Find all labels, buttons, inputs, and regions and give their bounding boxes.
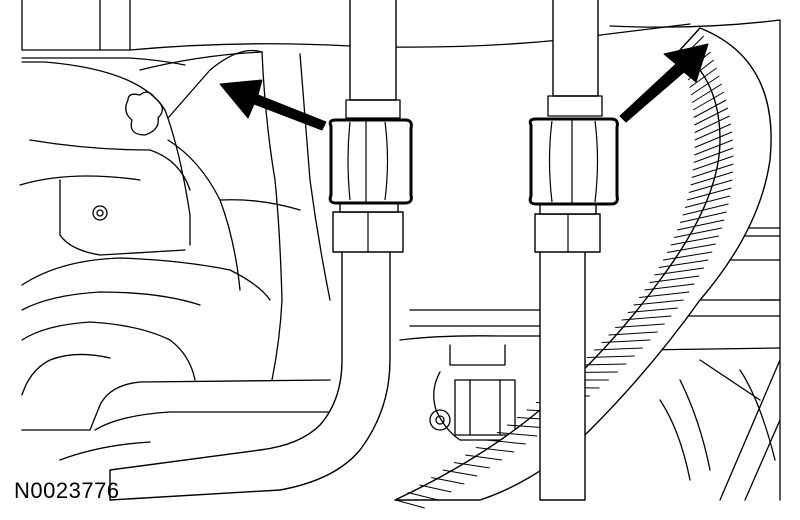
- figure-id-label: N0023776: [14, 478, 120, 503]
- harness-rib: [496, 432, 538, 437]
- harness-rib: [442, 469, 478, 477]
- harness-rib: [679, 27, 701, 51]
- harness-rib: [679, 211, 727, 223]
- harness-rib: [691, 83, 723, 103]
- harness-rib: [692, 155, 734, 171]
- harness-rib: [670, 235, 719, 246]
- harness-rib: [578, 363, 627, 366]
- harness-rib: [690, 75, 720, 96]
- harness-rib: [608, 331, 658, 336]
- callout-arrows: [219, 43, 709, 131]
- harness-rib: [615, 323, 665, 328]
- harness-rib: [633, 299, 684, 306]
- harness-rib: [453, 462, 490, 469]
- left-fluid-line: [109, 0, 413, 501]
- harness-rib: [690, 171, 734, 186]
- harness-rib: [649, 275, 700, 283]
- harness-rib: [486, 439, 526, 445]
- harness-rib: [694, 107, 729, 126]
- harness-rib: [684, 195, 731, 208]
- left-tube-nut: [328, 118, 413, 205]
- harness-rib: [693, 147, 734, 163]
- harness-rib: [677, 219, 725, 231]
- harness-rib: [691, 163, 734, 178]
- harness-rib: [644, 283, 695, 291]
- harness-rib: [407, 492, 439, 501]
- harness-rib: [594, 347, 643, 351]
- lower-bracket-bolt: [429, 344, 516, 441]
- harness-rib: [686, 187, 732, 201]
- harness-rib: [688, 179, 733, 193]
- harness-rib: [693, 99, 727, 118]
- harness-rib: [694, 139, 733, 156]
- harness-rib: [674, 227, 722, 238]
- harness-rib: [395, 499, 425, 509]
- harness-rib: [654, 267, 705, 276]
- right-fluid-line: [528, 0, 619, 501]
- harness-rib: [465, 454, 503, 461]
- harness-rib: [682, 203, 729, 216]
- harness-rib: [666, 243, 716, 253]
- harness-rib: [694, 115, 730, 133]
- harness-rib: [586, 355, 635, 358]
- harness-rib: [694, 131, 733, 148]
- harness-rib: [621, 315, 672, 321]
- harness-rib: [694, 123, 732, 141]
- harness-rib: [689, 67, 717, 88]
- harness-rib: [475, 447, 515, 453]
- harness-rib: [431, 477, 465, 485]
- harness-rib: [663, 251, 713, 261]
- harness-rib: [692, 91, 725, 111]
- harness-rib: [601, 339, 651, 343]
- right-tube-nut: [528, 117, 619, 206]
- harness-rib: [627, 307, 678, 313]
- left-callout-arrow: [219, 79, 327, 131]
- harness-rib: [658, 259, 709, 268]
- right-callout-arrow: [619, 43, 709, 123]
- harness-rib: [419, 484, 452, 493]
- harness-rib: [639, 291, 690, 298]
